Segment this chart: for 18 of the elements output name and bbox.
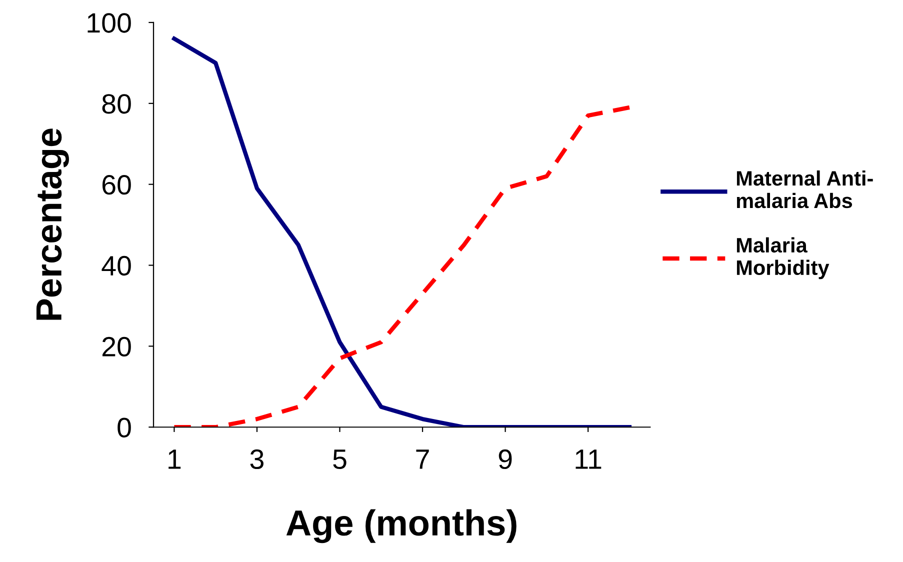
y-tick-label: 100 [88, 13, 131, 33]
y-tick-label: 20 [102, 336, 131, 357]
legend-label: Malaria Morbidity [736, 237, 830, 280]
y-tick-label: 40 [102, 256, 131, 276]
y-tick-label: 0 [118, 418, 131, 438]
x-tick-label: 9 [498, 449, 512, 470]
y-tick-label: 60 [102, 175, 131, 195]
x-axis-title: Age (months) [286, 509, 516, 544]
y-tick-label: 80 [102, 94, 131, 114]
x-tick-label: 11 [576, 450, 602, 469]
legend-label: Maternal Anti- malaria Abs [736, 170, 873, 208]
x-tick-label: 5 [333, 450, 346, 470]
x-tick-label: 3 [250, 449, 264, 470]
x-tick-label: 1 [168, 450, 181, 469]
line-series [172, 105, 632, 428]
x-tick-label: 7 [416, 450, 429, 469]
line-series [172, 36, 632, 428]
y-axis-title: Percentage [36, 128, 69, 320]
